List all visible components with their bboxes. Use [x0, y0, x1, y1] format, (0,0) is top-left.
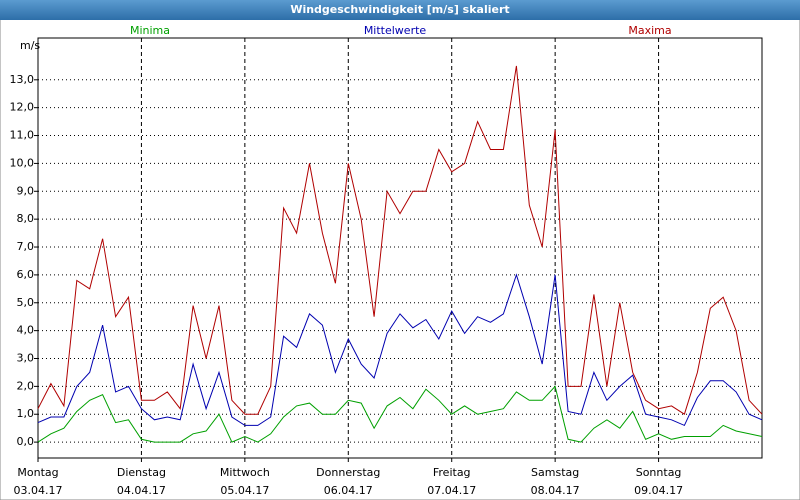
x-tick-date: 08.04.17 [531, 484, 580, 497]
y-tick-label: 12,0 [10, 101, 35, 114]
legend-entry: Mittelwerte [364, 24, 427, 37]
x-tick-label: Dienstag [117, 466, 166, 479]
x-tick-label: Mittwoch [220, 466, 270, 479]
y-tick-label: 2,0 [17, 379, 35, 392]
x-tick-label: Donnerstag [316, 466, 380, 479]
y-tick-label: 5,0 [17, 296, 35, 309]
y-tick-label: 9,0 [17, 184, 35, 197]
title-bar [0, 0, 800, 20]
x-tick-label: Freitag [433, 466, 471, 479]
y-tick-label: 1,0 [17, 407, 35, 420]
y-unit: m/s [20, 39, 40, 52]
series-line [37, 273, 763, 427]
series-line [37, 385, 763, 443]
y-tick-label: 7,0 [17, 240, 35, 253]
x-tick-label: Samstag [531, 466, 579, 479]
x-tick-date: 06.04.17 [324, 484, 373, 497]
chart-title: Windgeschwindigkeit [m/s] skaliert [290, 3, 509, 16]
x-tick-label: Montag [17, 466, 58, 479]
y-tick-label: 11,0 [10, 129, 35, 142]
y-tick-label: 13,0 [10, 73, 35, 86]
x-tick-date: 09.04.17 [634, 484, 683, 497]
x-tick-date: 04.04.17 [117, 484, 166, 497]
y-tick-label: 6,0 [17, 268, 35, 281]
x-tick-date: 07.04.17 [427, 484, 476, 497]
x-tick-label: Sonntag [636, 466, 682, 479]
series-line [37, 65, 763, 415]
legend-entry: Minima [130, 24, 170, 37]
y-tick-label: 10,0 [10, 156, 35, 169]
x-tick-date: 03.04.17 [14, 484, 63, 497]
y-tick-label: 0,0 [17, 435, 35, 448]
y-tick-label: 4,0 [17, 324, 35, 337]
y-tick-label: 8,0 [17, 212, 35, 225]
legend-entry: Maxima [628, 24, 671, 37]
x-tick-date: 05.04.17 [220, 484, 269, 497]
y-tick-label: 3,0 [17, 352, 35, 365]
